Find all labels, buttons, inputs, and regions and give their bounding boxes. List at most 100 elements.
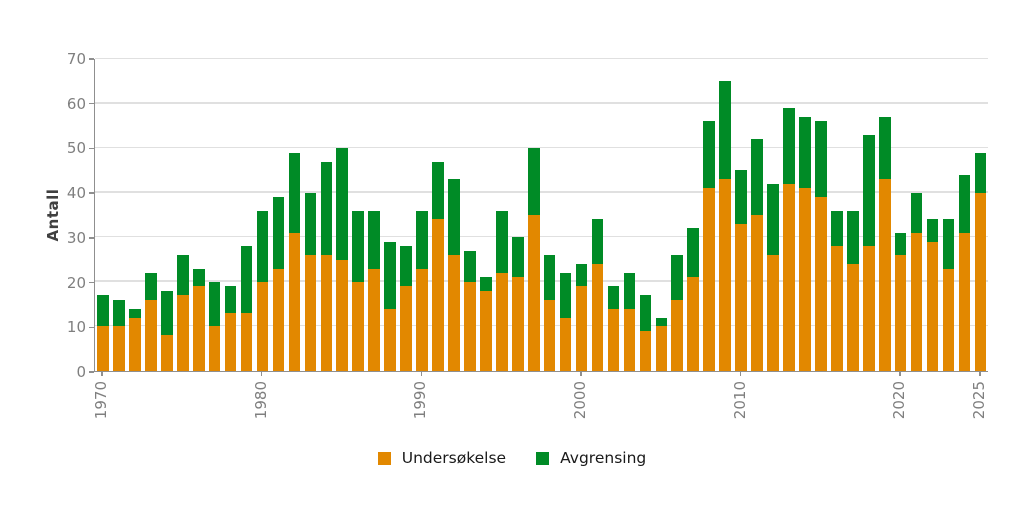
bar-segment-avgrensing-1989	[400, 246, 412, 287]
bar-segment-undersokelse-1998	[543, 299, 556, 371]
bar-segment-avgrensing-2017	[846, 210, 859, 265]
bar-2006	[669, 59, 685, 371]
y-tick-label-30: 30	[66, 228, 86, 247]
bar-segment-undersokelse-2022	[926, 241, 939, 371]
bar-1992	[446, 59, 462, 371]
x-tick-mark-2010	[739, 371, 742, 376]
bar-stack-1987	[368, 59, 380, 371]
bar-segment-avgrensing-2016	[831, 210, 843, 247]
bar-1981	[270, 59, 286, 371]
bar-stack-2008	[703, 59, 716, 371]
bar-2024	[956, 59, 972, 371]
bar-segment-undersokelse-1997	[527, 215, 540, 371]
bar-2019	[877, 59, 893, 371]
legend-swatch-avgrensing	[536, 451, 550, 465]
bar-segment-undersokelse-2006	[671, 299, 684, 371]
bar-segment-undersokelse-1986	[352, 281, 365, 371]
bar-2004	[637, 59, 653, 371]
bar-2011	[749, 59, 765, 371]
bar-stack-1991	[432, 59, 444, 371]
bar-stack-1998	[543, 59, 556, 371]
plot-area	[94, 57, 988, 372]
x-tick-mark-1980	[260, 371, 263, 376]
bar-segment-avgrensing-2023	[942, 219, 955, 269]
bar-2012	[765, 59, 781, 371]
y-tick-mark-70	[89, 58, 94, 60]
bar-segment-avgrensing-1974	[160, 290, 173, 336]
bar-segment-avgrensing-2000	[575, 264, 588, 287]
bar-segment-undersokelse-2021	[910, 232, 923, 371]
bar-segment-avgrensing-1983	[304, 192, 317, 256]
y-tick-mark-40	[89, 192, 94, 194]
legend-swatch-undersokelse	[377, 451, 391, 465]
bar-segment-undersokelse-1976	[192, 286, 205, 371]
bar-2007	[685, 59, 701, 371]
bar-segment-undersokelse-1992	[448, 255, 460, 371]
y-tick-mark-10	[89, 326, 94, 329]
bar-2003	[621, 59, 637, 371]
bar-segment-undersokelse-2016	[831, 246, 843, 371]
bar-segment-undersokelse-2010	[735, 223, 747, 371]
bar-1983	[302, 59, 318, 371]
bar-1971	[111, 59, 127, 371]
bar-segment-undersokelse-1991	[432, 219, 444, 371]
bar-1987	[366, 59, 382, 371]
bar-1975	[175, 59, 191, 371]
bar-stack-2000	[575, 59, 588, 371]
bar-stack-2004	[639, 59, 652, 371]
bar-segment-undersokelse-2011	[751, 215, 763, 371]
bar-stack-2021	[910, 59, 923, 371]
bar-segment-undersokelse-2002	[607, 308, 620, 371]
bar-segment-avgrensing-2018	[862, 134, 875, 247]
bar-stack-1970	[97, 59, 109, 371]
bar-segment-undersokelse-1984	[320, 255, 333, 371]
bar-stack-1978	[224, 59, 237, 371]
bar-segment-avgrensing-1976	[192, 268, 205, 287]
bar-stack-1995	[495, 59, 508, 371]
bar-segment-undersokelse-2019	[878, 179, 891, 371]
gridline-y-20	[95, 280, 988, 282]
bar-stack-1974	[160, 59, 173, 371]
bar-segment-avgrensing-1984	[320, 161, 333, 256]
bar-segment-undersokelse-2003	[623, 308, 636, 371]
bar-stack-2016	[831, 59, 843, 371]
bar-stack-1979	[240, 59, 253, 371]
bar-segment-avgrensing-2022	[926, 219, 939, 242]
bar-stack-2011	[751, 59, 763, 371]
bar-stack-2007	[687, 59, 700, 371]
x-tick-label-1990: 1990	[411, 381, 430, 420]
bar-segment-avgrensing-2014	[799, 116, 811, 189]
bar-2008	[701, 59, 717, 371]
bar-segment-undersokelse-1970	[97, 326, 109, 371]
gridline-y-30	[95, 235, 988, 238]
bar-segment-undersokelse-2018	[862, 246, 875, 371]
bar-2017	[845, 59, 861, 371]
bar-segment-undersokelse-2024	[958, 232, 971, 371]
bar-stack-1983	[304, 59, 317, 371]
bar-segment-avgrensing-1980	[256, 210, 269, 282]
bar-stack-2022	[926, 59, 939, 371]
bar-1999	[558, 59, 574, 371]
bar-stack-1977	[208, 59, 221, 371]
bar-1989	[398, 59, 414, 371]
x-tick-mark-2000	[580, 371, 582, 376]
bar-segment-undersokelse-1994	[480, 290, 492, 371]
bar-1979	[239, 59, 255, 371]
bar-stack-2017	[846, 59, 859, 371]
gridline-y-40	[95, 191, 988, 193]
bar-segment-avgrensing-2010	[735, 170, 747, 224]
y-tick-label-60: 60	[66, 94, 86, 113]
bar-stack-2012	[767, 59, 779, 371]
bar-segment-undersokelse-2017	[846, 264, 859, 371]
bar-stack-2006	[671, 59, 684, 371]
bar-1977	[207, 59, 223, 371]
bar-segment-undersokelse-2009	[719, 179, 731, 371]
legend-label-avgrensing: Avgrensing	[560, 449, 647, 467]
bar-segment-undersokelse-2023	[942, 268, 955, 371]
y-tick-mark-60	[89, 102, 94, 105]
bar-segment-undersokelse-2005	[655, 326, 668, 371]
bar-1997	[526, 59, 542, 371]
bar-2025	[972, 59, 988, 371]
bar-segment-undersokelse-2008	[703, 188, 716, 371]
bar-2013	[781, 59, 797, 371]
